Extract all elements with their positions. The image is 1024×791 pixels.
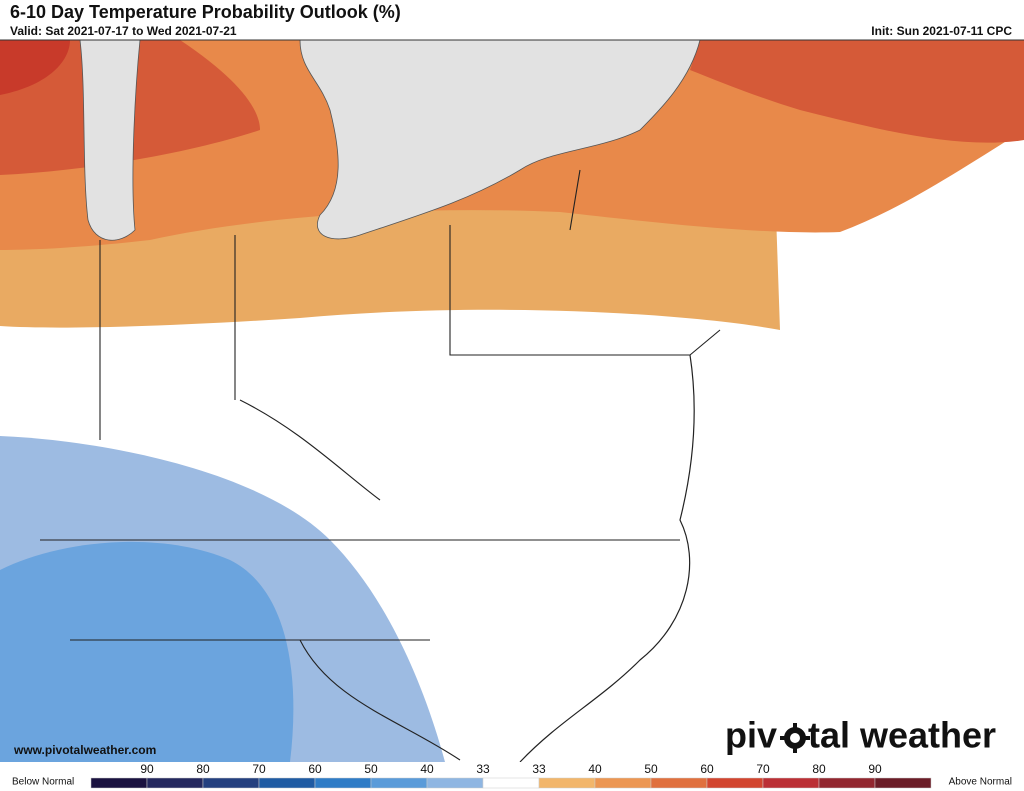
- band-below-40-50: [0, 541, 294, 762]
- lake-michigan: [79, 39, 141, 241]
- legend-tick-label: 80: [196, 762, 210, 776]
- legend-tick-label: 50: [364, 762, 378, 776]
- state-borders: [40, 169, 721, 761]
- website: www.pivotalweather.com: [13, 743, 156, 757]
- legend-swatch: [90, 777, 148, 789]
- logo: piv tal weather: [725, 715, 996, 756]
- legend-tick-label: 80: [812, 762, 826, 776]
- legend-swatch: [258, 777, 316, 789]
- legend-tick-label: 33: [476, 762, 490, 776]
- legend-swatch: [874, 777, 932, 789]
- legend-swatch: [426, 777, 484, 789]
- legend-swatch: [314, 777, 372, 789]
- legend-tick-label: 40: [420, 762, 434, 776]
- logo-right: tal weather: [808, 715, 996, 756]
- lakes-huron-erie: [299, 39, 701, 240]
- legend-tick-label: 90: [868, 762, 882, 776]
- legend-swatch: [370, 777, 428, 789]
- logo-left: piv: [725, 715, 777, 756]
- legend: Below Normal Above Normal 90 80 70 60 50 40 33…: [0, 762, 1024, 791]
- legend-left-label: Below Normal: [12, 777, 74, 788]
- band-50-60-ne: [690, 40, 1024, 143]
- logo-gear: [780, 723, 810, 753]
- init-time: Init: Sun 2021-07-11 CPC: [871, 24, 1012, 38]
- legend-swatch: [538, 777, 596, 789]
- map: [0, 39, 1024, 763]
- legend-right-label: Above Normal: [949, 777, 1012, 788]
- legend-swatch: [818, 777, 876, 789]
- legend-tick-label: 33: [532, 762, 546, 776]
- legend-swatch: [650, 777, 708, 789]
- legend-swatch: [594, 777, 652, 789]
- legend-swatch: [762, 777, 820, 789]
- valid-time: Valid: Sat 2021-07-17 to Wed 2021-07-21: [10, 24, 237, 38]
- band-60-70: [0, 40, 70, 95]
- legend-tick-label: 60: [700, 762, 714, 776]
- legend-tick-label: 40: [588, 762, 602, 776]
- legend-tick-label: 70: [252, 762, 266, 776]
- legend-tick-label: 70: [756, 762, 770, 776]
- legend-tick-label: 50: [644, 762, 658, 776]
- legend-tick-label: 90: [140, 762, 154, 776]
- legend-tick-label: 60: [308, 762, 322, 776]
- coastline: [519, 354, 695, 763]
- legend-swatch: [706, 777, 764, 789]
- title: 6-10 Day Temperature Probability Outlook…: [10, 2, 401, 22]
- legend-swatch: [482, 777, 540, 789]
- legend-swatch: [202, 777, 260, 789]
- legend-swatch: [146, 777, 204, 789]
